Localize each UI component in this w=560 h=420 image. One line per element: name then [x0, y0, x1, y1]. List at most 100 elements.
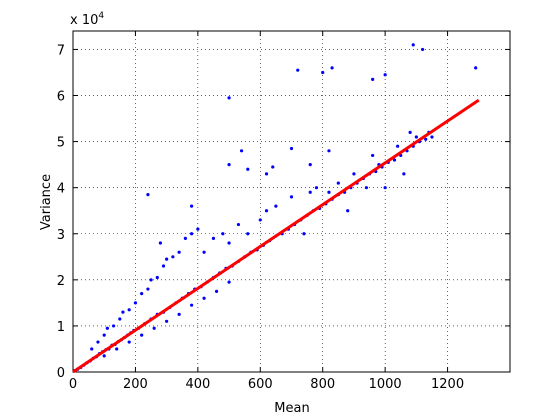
- scatter-point: [352, 172, 356, 176]
- scatter-point: [190, 232, 194, 236]
- y-axis-label: Variance: [39, 174, 54, 230]
- scatter-point: [371, 153, 375, 158]
- scatter-point: [161, 264, 166, 268]
- scatter-point: [396, 144, 400, 148]
- scatter-point: [246, 232, 250, 236]
- scatter-point: [383, 186, 387, 190]
- scatter-point: [183, 236, 187, 240]
- y-tick-label: 3: [57, 228, 65, 243]
- scatter-point: [105, 326, 109, 330]
- scatter-point: [118, 317, 122, 321]
- scatter-point: [421, 47, 425, 52]
- y-tick-label: 2: [57, 274, 65, 289]
- scatter-point: [239, 149, 244, 153]
- scatter-point: [383, 73, 387, 77]
- x-tick-label: 200: [123, 377, 148, 392]
- plot-area: 0 200 400 600 800 1000 1200 0 1 2 3 4 5 6 7: [57, 30, 511, 392]
- scatter-point: [227, 280, 231, 284]
- scatter-point: [152, 326, 156, 330]
- scatter-point: [336, 181, 340, 185]
- scatter-point: [264, 172, 269, 176]
- scatter-point: [115, 347, 119, 351]
- scatter-point: [140, 292, 144, 296]
- scatter-point: [402, 172, 406, 176]
- scatter-point: [133, 301, 138, 305]
- scatter-point: [90, 347, 94, 351]
- scatter-point: [274, 204, 278, 208]
- x-tick-label: 0: [69, 377, 77, 392]
- x-tick-label: 400: [185, 377, 210, 392]
- scatter-point: [236, 222, 241, 227]
- x-tick-label: 600: [248, 377, 273, 392]
- fit-line: [72, 98, 480, 374]
- scatter-point: [111, 324, 116, 328]
- scatter-point: [146, 287, 150, 291]
- scatter-point: [165, 257, 169, 261]
- scatter-point: [202, 250, 206, 254]
- scatter-point: [308, 163, 312, 167]
- scatter-point: [271, 165, 275, 169]
- scatter-point: [346, 209, 350, 213]
- scatter-point: [392, 158, 397, 162]
- scatter-point: [158, 241, 162, 245]
- scatter-point: [127, 308, 131, 312]
- scatter-point: [227, 163, 231, 167]
- y-tick-label: 0: [57, 366, 65, 381]
- scatter-point: [127, 340, 131, 344]
- scatter-point: [155, 275, 159, 280]
- scatter-point: [165, 319, 169, 323]
- scatter-point: [474, 66, 478, 70]
- scatter-point: [149, 278, 153, 282]
- scatter-point: [414, 135, 418, 139]
- x-tick-label: 1200: [431, 377, 464, 392]
- scatter-point: [411, 43, 415, 47]
- y-tick-label: 4: [57, 182, 65, 197]
- y-tick-label: 7: [57, 43, 65, 58]
- scatter-point: [121, 310, 125, 314]
- scatter-point: [408, 130, 412, 134]
- x-tick-label: 800: [310, 377, 335, 392]
- scatter-point: [289, 195, 294, 199]
- scatter-point: [190, 204, 194, 208]
- scatter-point: [146, 192, 150, 197]
- scatter-point: [430, 135, 434, 139]
- y-tick-label: 6: [57, 90, 65, 105]
- scatter-point: [321, 70, 325, 75]
- scatter-point: [102, 333, 106, 337]
- scatter-point: [289, 146, 294, 151]
- scatter-point: [221, 232, 225, 236]
- scatter-point: [171, 255, 175, 259]
- axes-box: [72, 30, 511, 373]
- y-tick-label: 1: [57, 320, 65, 335]
- multiplier-exponent: 4: [98, 11, 104, 21]
- scatter-point: [264, 209, 269, 213]
- scatter-point: [190, 303, 194, 307]
- scatter-point: [140, 333, 144, 337]
- scatter-point: [308, 190, 312, 194]
- scatter-point: [211, 236, 216, 240]
- scatter-point: [330, 66, 334, 70]
- multiplier-base: x 10: [70, 13, 98, 28]
- scatter-point: [177, 250, 181, 254]
- scatter-point: [371, 77, 375, 81]
- scatter-point: [327, 149, 331, 153]
- scatter-point: [177, 312, 181, 316]
- scatter-point: [327, 190, 331, 194]
- scatter-point: [102, 354, 106, 358]
- x-tick-label: 1000: [369, 377, 402, 392]
- scatter-point: [364, 186, 369, 190]
- scatter-point: [214, 289, 219, 293]
- axis-multiplier: x 104: [70, 11, 104, 28]
- scatter-point: [227, 241, 231, 245]
- scatter-point: [246, 167, 250, 171]
- scatter-point: [196, 227, 200, 231]
- scatter-point: [424, 137, 428, 141]
- scatter-point: [202, 296, 206, 300]
- scatter-point: [302, 232, 306, 236]
- x-axis-label: Mean: [274, 401, 309, 416]
- scatter-point: [96, 340, 100, 344]
- y-tick-label: 5: [57, 136, 65, 151]
- scatter-point: [296, 68, 300, 72]
